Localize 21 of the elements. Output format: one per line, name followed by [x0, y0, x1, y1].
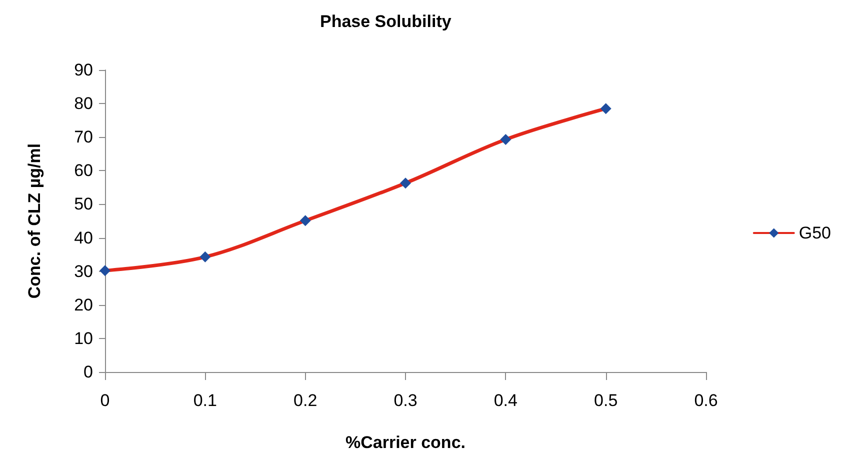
- y-tick-label: 60: [74, 161, 93, 180]
- chart-title: Phase Solubility: [320, 12, 452, 31]
- y-tick-label: 70: [74, 128, 93, 147]
- y-tick-label: 80: [74, 94, 93, 114]
- x-tick-label: 0.2: [294, 391, 318, 410]
- y-axis-title: Conc. of CLZ µg/ml: [25, 143, 44, 299]
- x-tick-label: 0.1: [193, 391, 217, 410]
- legend-label: G50: [798, 224, 832, 242]
- y-tick-label: 10: [74, 328, 93, 348]
- x-tick-label: 0.3: [394, 391, 418, 410]
- x-tick-label: 0.6: [694, 391, 718, 410]
- y-tick-label: 50: [74, 194, 93, 214]
- x-tick-label: 0.5: [594, 391, 618, 410]
- y-tick-label: 90: [74, 60, 93, 80]
- x-axis-title: %Carrier conc.: [346, 433, 466, 452]
- y-tick-label: 20: [74, 295, 93, 314]
- y-tick-label: 40: [74, 228, 93, 248]
- y-tick-label: 0: [84, 362, 93, 382]
- x-tick-label: 0.4: [494, 391, 518, 410]
- y-tick-label: 30: [74, 262, 93, 281]
- x-tick-label: 0: [100, 391, 110, 410]
